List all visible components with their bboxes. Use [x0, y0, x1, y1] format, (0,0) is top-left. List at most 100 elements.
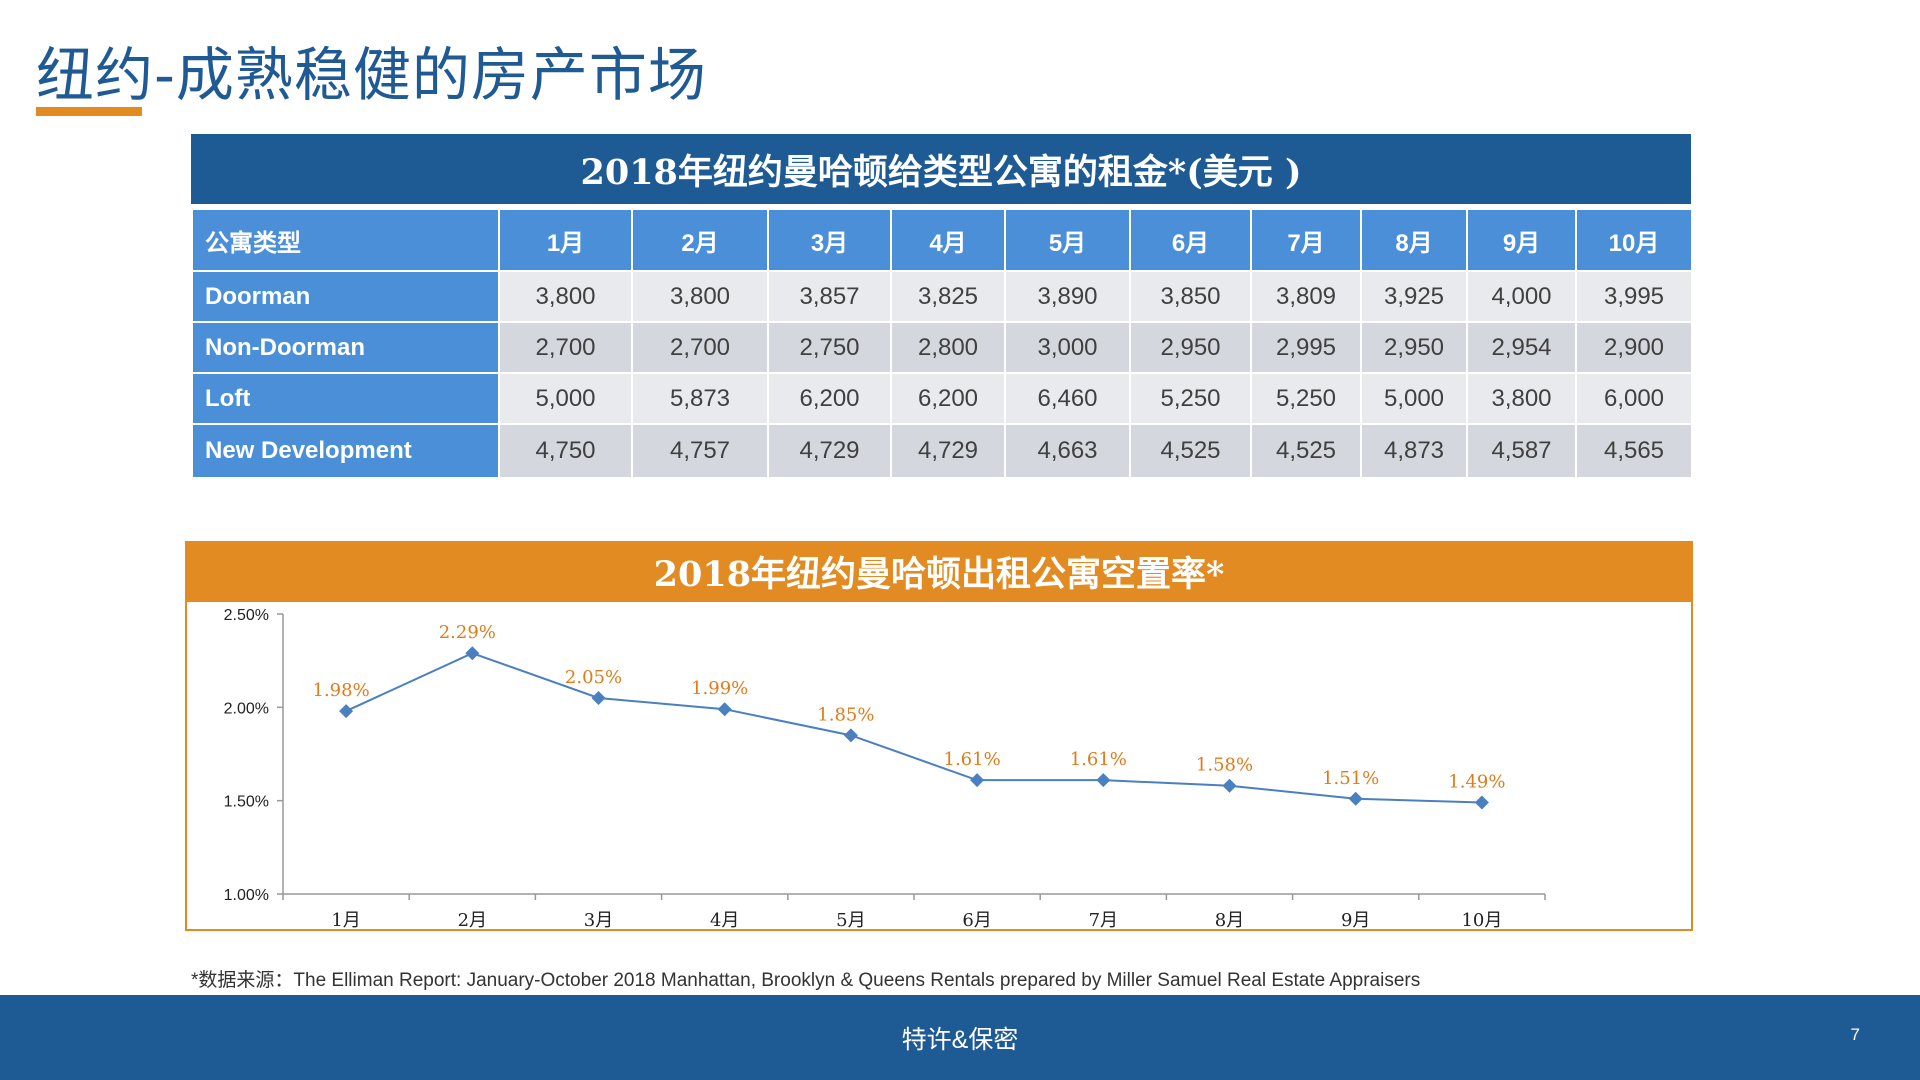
data-label: 1.99% [691, 678, 748, 699]
rent-cell: 6,200 [890, 372, 1006, 425]
data-point [465, 646, 480, 661]
x-tick-label: 10月 [1461, 910, 1502, 929]
rent-cell: 3,825 [890, 270, 1006, 323]
y-tick-label: 1.00% [224, 887, 269, 904]
page-title: 纽约-成熟稳健的房产市场 [36, 41, 707, 109]
rent-cell: 2,700 [498, 321, 633, 374]
rent-cell: 3,809 [1250, 270, 1362, 323]
rent-cell: 4,587 [1466, 423, 1577, 479]
header-month: 8月 [1360, 208, 1468, 272]
rent-cell: 3,800 [498, 270, 633, 323]
rent-cell: 3,995 [1575, 270, 1693, 323]
data-label: 1.49% [1448, 772, 1505, 793]
data-label: 2.05% [565, 667, 622, 688]
x-tick-label: 6月 [962, 910, 991, 929]
data-point [339, 704, 354, 719]
vacancy-chart-title: 2018年纽约曼哈顿出租公寓空置率* [185, 541, 1693, 602]
rent-cell: 6,200 [767, 372, 892, 425]
x-tick-label: 8月 [1215, 910, 1244, 929]
data-label: 1.98% [313, 680, 370, 701]
rent-cell: 5,250 [1250, 372, 1362, 425]
rent-cell: 3,890 [1004, 270, 1131, 323]
data-label: 1.61% [944, 749, 1001, 770]
rent-cell: 6,000 [1575, 372, 1693, 425]
data-point [1222, 778, 1237, 793]
rent-cell: 2,700 [631, 321, 769, 374]
header-month: 10月 [1575, 208, 1693, 272]
data-point [1096, 773, 1111, 788]
footer-confidential: 特许&保密 [901, 1026, 1019, 1054]
title-underline [36, 107, 142, 116]
rent-table-section: 2018年纽约曼哈顿给类型公寓的租金*(美元 ) 公寓类型 1月 2月 3月 4月 5月 6… [191, 134, 1693, 479]
data-label: 1.61% [1070, 749, 1127, 770]
data-point [1348, 791, 1363, 806]
rent-cell: 3,800 [631, 270, 769, 323]
header-month: 9月 [1466, 208, 1577, 272]
rent-cell: 6,460 [1004, 372, 1131, 425]
header-apartment-type: 公寓类型 [191, 208, 500, 272]
rent-cell: 3,857 [767, 270, 892, 323]
x-tick-label: 4月 [710, 910, 739, 929]
rent-table-title: 2018年纽约曼哈顿给类型公寓的租金*(美元 ) [191, 134, 1691, 204]
x-tick-label: 7月 [1089, 910, 1118, 929]
data-label: 2.29% [439, 622, 496, 643]
vacancy-chart-frame [185, 541, 1693, 931]
x-tick-label: 9月 [1341, 910, 1370, 929]
rent-cell: 3,000 [1004, 321, 1131, 374]
rent-cell: 2,950 [1360, 321, 1468, 374]
rent-cell: 5,000 [1360, 372, 1468, 425]
x-tick-label: 5月 [836, 910, 865, 929]
rent-cell: 5,000 [498, 372, 633, 425]
header-month: 6月 [1129, 208, 1252, 272]
rent-cell: 5,873 [631, 372, 769, 425]
header-month: 1月 [498, 208, 633, 272]
header-month: 2月 [631, 208, 769, 272]
data-label: 1.85% [817, 704, 874, 725]
table-row: New Development 4,750 4,757 4,729 4,729 4,663… [191, 423, 1693, 479]
data-label: 1.51% [1322, 768, 1379, 789]
rent-cell: 2,750 [767, 321, 892, 374]
rent-cell: 2,954 [1466, 321, 1577, 374]
rent-cell: 4,525 [1250, 423, 1362, 479]
row-type-label: Loft [191, 372, 500, 425]
x-tick-label: 2月 [458, 910, 487, 929]
row-type-label: New Development [191, 423, 500, 479]
rent-table: 公寓类型 1月 2月 3月 4月 5月 6月 7月 8月 9月 10月 Doorman 3,800 3,… [191, 208, 1693, 479]
rent-cell: 4,565 [1575, 423, 1693, 479]
rent-cell: 4,525 [1129, 423, 1252, 479]
rent-cell: 2,800 [890, 321, 1006, 374]
rent-cell: 3,925 [1360, 270, 1468, 323]
rent-cell: 3,850 [1129, 270, 1252, 323]
rent-cell: 4,873 [1360, 423, 1468, 479]
data-point [717, 702, 732, 717]
rent-cell: 4,757 [631, 423, 769, 479]
rent-cell: 4,663 [1004, 423, 1131, 479]
footer-bar: 特许&保密 7 [0, 995, 1920, 1080]
data-point [1474, 795, 1489, 810]
table-row: Non-Doorman 2,700 2,700 2,750 2,800 3,000 2,95… [191, 321, 1693, 374]
rent-cell: 3,800 [1466, 372, 1577, 425]
page-number: 7 [1850, 1025, 1860, 1044]
rent-cell: 5,250 [1129, 372, 1252, 425]
header-month: 7月 [1250, 208, 1362, 272]
y-tick-label: 1.50% [224, 794, 269, 811]
source-note: *数据来源：The Elliman Report: January-Octobe… [191, 970, 1421, 991]
vacancy-line-chart: 1.00% 1.50% 2.00% 2.50% 1月 2月 3月 4月 5月 6月 7月 8月 9月 10… [224, 607, 1546, 929]
data-label: 1.58% [1196, 755, 1253, 776]
rent-table-header-row: 公寓类型 1月 2月 3月 4月 5月 6月 7月 8月 9月 10月 [191, 208, 1693, 272]
x-tick-label: 1月 [331, 910, 360, 929]
data-point [970, 773, 985, 788]
x-tick-label: 3月 [584, 910, 613, 929]
rent-cell: 2,900 [1575, 321, 1693, 374]
rent-cell: 4,729 [890, 423, 1006, 479]
header-month: 5月 [1004, 208, 1131, 272]
rent-cell: 4,750 [498, 423, 633, 479]
series-line [345, 652, 1482, 804]
rent-cell: 4,000 [1466, 270, 1577, 323]
rent-cell: 2,950 [1129, 321, 1252, 374]
table-row: Loft 5,000 5,873 6,200 6,200 6,460 5,250 5,250 5… [191, 372, 1693, 425]
row-type-label: Non-Doorman [191, 321, 500, 374]
data-point [591, 691, 606, 705]
table-row: Doorman 3,800 3,800 3,857 3,825 3,890 3,850 3,8… [191, 270, 1693, 323]
data-point [843, 728, 858, 743]
